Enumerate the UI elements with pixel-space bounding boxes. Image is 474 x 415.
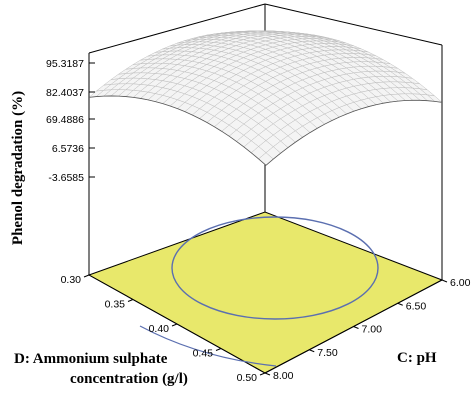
contour-arc-lower [139,325,277,367]
x-axis: 6.00 6.50 7.00 7.50 8.00 [264,277,471,382]
x-tick-label: 6.00 [450,277,471,289]
y-tick-label: 0.35 [105,299,126,311]
y-axis-title-line-2: concentration (g/l) [70,371,188,387]
y-tick-mark [215,348,222,351]
x-tick-label: 7.00 [362,324,383,336]
x-tick-mark [309,349,315,353]
z-axis: 95.3187 82.4037 69.4886 6.5736 -3.6585 [46,58,95,184]
y-tick-mark [83,274,90,278]
z-tick-label: 69.4886 [46,114,84,126]
z-tick-label: 95.3187 [46,58,84,70]
x-tick-label: 8.00 [273,370,294,382]
x-tick-mark [397,302,403,306]
x-tick-mark [353,326,359,329]
y-tick-label: 0.50 [237,372,258,384]
x-tick-mark [264,372,271,376]
contour-floor [87,211,444,374]
response-surface [88,30,443,166]
wall-left-top [88,3,266,54]
y-tick-mark [171,323,178,327]
x-axis-title: C: pH [397,350,437,366]
x-tick-mark [441,279,448,283]
surface-edge-left [88,95,267,166]
contour-ellipse [171,216,379,320]
wall-right-top [264,3,443,46]
y-tick-label: 0.40 [149,323,170,335]
y-tick-label: 0.30 [61,274,82,286]
y-tick-mark [259,372,266,376]
z-axis-title: Phenol degradation (%) [10,91,26,245]
y-tick-mark [127,299,134,302]
z-tick-label: 6.5736 [52,143,84,155]
surface-edge-right [265,99,443,166]
y-axis-title-line-1: D: Ammonium sulphate [14,351,168,367]
x-tick-label: 7.50 [317,347,338,359]
y-axis: 0.30 0.35 0.40 0.45 0.50 [61,274,266,384]
y-tick-label: 0.45 [193,348,214,360]
z-tick-label: -3.6585 [48,172,84,184]
x-tick-label: 6.50 [406,300,427,312]
z-tick-label: 82.4037 [46,87,84,99]
